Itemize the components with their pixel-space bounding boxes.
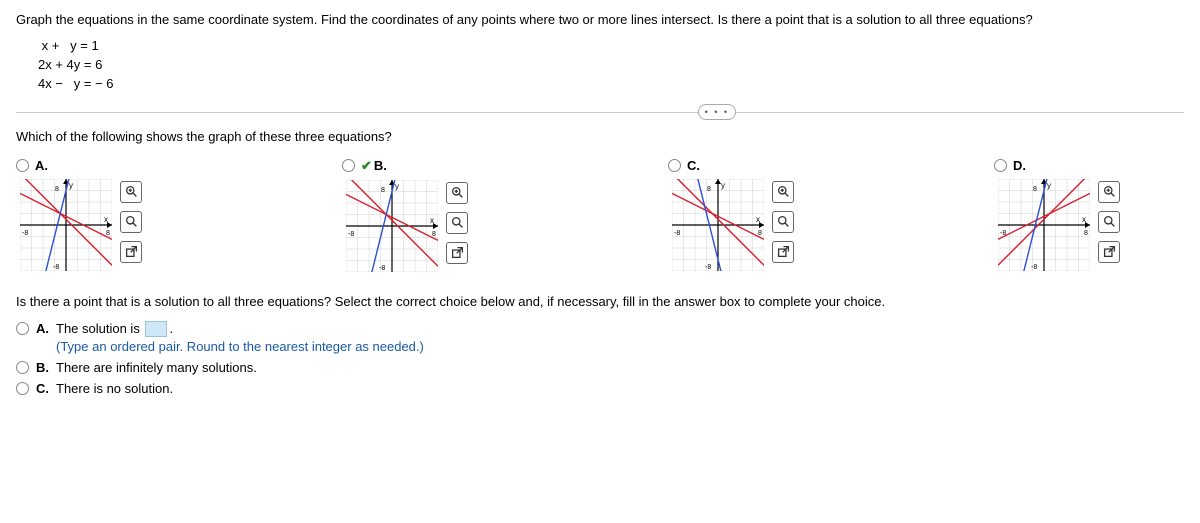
sub-question-text: Which of the following shows the graph o… (16, 129, 1184, 144)
graph-c[interactable]: y x 8 8 -8 -8 (672, 179, 764, 271)
graph-block-d: y x 8 8 -8 -8 (998, 179, 1120, 271)
svg-text:-8: -8 (1031, 264, 1037, 271)
radio-b[interactable] (342, 159, 355, 172)
graph-a[interactable]: y x 8 8 -8 -8 (20, 179, 112, 271)
zoom-in-icon[interactable] (120, 181, 142, 203)
equation-2: 2x + 4y = 6 (38, 57, 102, 72)
graph-d[interactable]: y x 8 8 -8 -8 (998, 179, 1090, 271)
svg-text:-8: -8 (348, 231, 354, 238)
answer-choice-b[interactable]: B. There are infinitely many solutions. (16, 360, 1184, 375)
svg-text:x: x (1082, 215, 1086, 224)
svg-text:-8: -8 (674, 230, 680, 237)
svg-text:-8: -8 (705, 264, 711, 271)
svg-text:-8: -8 (22, 230, 28, 237)
graph-b[interactable]: y x 8 8 -8 -8 (346, 180, 438, 272)
svg-text:8: 8 (1033, 186, 1037, 193)
choice-d[interactable]: D. (994, 158, 1120, 173)
answer-choice-a[interactable]: A. The solution is . (Type an ordered pa… (16, 321, 1184, 355)
question-text: Graph the equations in the same coordina… (16, 12, 1184, 27)
zoom-in-icon[interactable] (1098, 181, 1120, 203)
svg-text:-8: -8 (1000, 230, 1006, 237)
equation-1: x + y = 1 (38, 38, 99, 53)
graph-choices-row: A. y x 8 8 -8 -8 (16, 158, 1184, 272)
svg-text:y: y (721, 181, 725, 190)
svg-text:y: y (1047, 181, 1051, 190)
svg-text:y: y (69, 181, 73, 190)
popout-icon[interactable] (446, 242, 468, 264)
answer-letter-c: C. (36, 381, 49, 396)
popout-icon[interactable] (1098, 241, 1120, 263)
graph-block-a: y x 8 8 -8 -8 (20, 179, 142, 271)
svg-text:-8: -8 (53, 264, 59, 271)
answer-choice-c[interactable]: C. There is no solution. (16, 381, 1184, 396)
svg-text:x: x (430, 216, 434, 225)
answer-choices: A. The solution is . (Type an ordered pa… (16, 321, 1184, 397)
radio-c[interactable] (668, 159, 681, 172)
zoom-out-icon[interactable] (772, 211, 794, 233)
svg-text:8: 8 (758, 230, 762, 237)
svg-text:x: x (104, 215, 108, 224)
svg-text:8: 8 (381, 187, 385, 194)
answer-a-hint: (Type an ordered pair. Round to the near… (56, 339, 424, 354)
zoom-in-icon[interactable] (446, 182, 468, 204)
svg-text:8: 8 (432, 231, 436, 238)
choice-c[interactable]: C. (668, 158, 794, 173)
equation-3: 4x − y = − 6 (38, 76, 114, 91)
answer-a-text: The solution is . (Type an ordered pair.… (56, 321, 424, 355)
answer-a-prefix: The solution is (56, 321, 143, 336)
check-icon: ✔ (361, 158, 372, 173)
svg-text:8: 8 (106, 230, 110, 237)
zoom-out-icon[interactable] (446, 212, 468, 234)
graph-block-b: y x 8 8 -8 -8 (346, 180, 468, 272)
choice-label-d: D. (1013, 158, 1026, 173)
choice-b[interactable]: ✔B. (342, 158, 468, 174)
svg-text:y: y (395, 182, 399, 191)
answer-b-text: There are infinitely many solutions. (56, 360, 257, 375)
popout-icon[interactable] (120, 241, 142, 263)
zoom-out-icon[interactable] (1098, 211, 1120, 233)
section-divider: • • • (16, 112, 1184, 113)
zoom-out-icon[interactable] (120, 211, 142, 233)
svg-text:8: 8 (707, 186, 711, 193)
answer-letter-b: B. (36, 360, 49, 375)
svg-text:8: 8 (1084, 230, 1088, 237)
answer-a-input[interactable] (145, 321, 167, 337)
answer-a-suffix: . (169, 321, 173, 336)
choice-label-b: ✔B. (361, 158, 387, 174)
equation-system: x + y = 1 2x + 4y = 6 4x − y = − 6 (38, 37, 1184, 94)
radio-a[interactable] (16, 159, 29, 172)
svg-text:-8: -8 (379, 265, 385, 272)
radio-b[interactable] (16, 361, 29, 374)
expand-pill[interactable]: • • • (698, 104, 736, 120)
svg-text:8: 8 (55, 186, 59, 193)
svg-text:x: x (756, 215, 760, 224)
zoom-in-icon[interactable] (772, 181, 794, 203)
radio-a[interactable] (16, 322, 29, 335)
second-question-text: Is there a point that is a solution to a… (16, 294, 1184, 309)
choice-label-c: C. (687, 158, 700, 173)
radio-c[interactable] (16, 382, 29, 395)
answer-c-text: There is no solution. (56, 381, 173, 396)
choice-label-a: A. (35, 158, 48, 173)
answer-letter-a: A. (36, 321, 49, 336)
popout-icon[interactable] (772, 241, 794, 263)
radio-d[interactable] (994, 159, 1007, 172)
graph-block-c: y x 8 8 -8 -8 (672, 179, 794, 271)
choice-a[interactable]: A. (16, 158, 142, 173)
